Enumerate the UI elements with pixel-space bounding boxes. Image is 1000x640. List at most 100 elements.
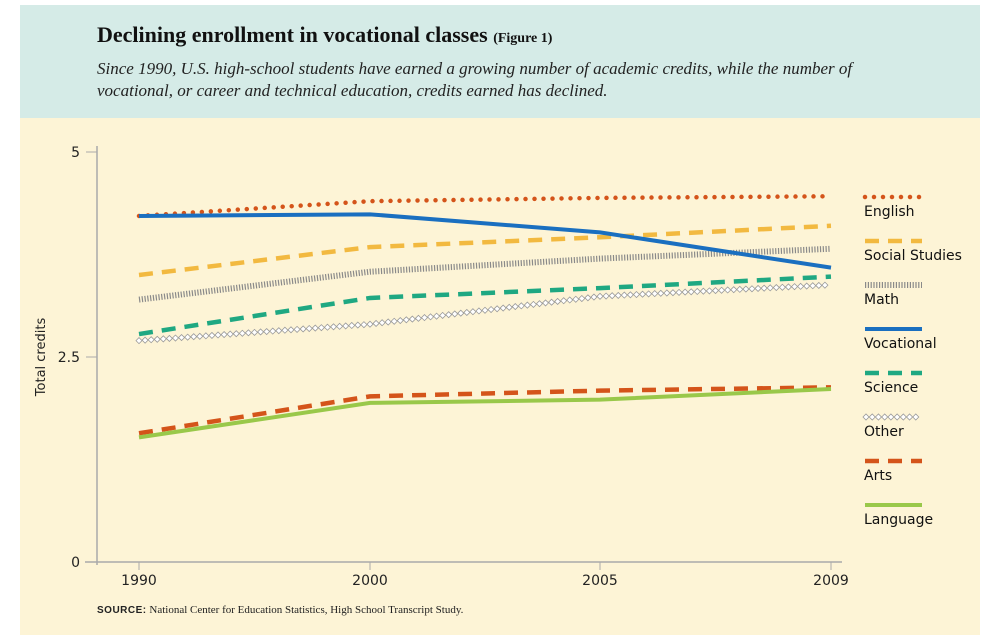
series-other-marker [730,286,738,294]
series-other-marker [317,324,325,332]
series-other-marker [784,283,793,291]
series-other-marker [408,315,416,323]
series-other-marker [493,305,501,313]
series-other-marker [451,310,459,318]
series-other-legend-marker [905,413,914,421]
title-text: Declining enrollment in vocational class… [97,22,488,47]
series-other-marker [809,282,817,290]
source-text: National Center for Education Statistics… [149,604,464,616]
series-other-marker [293,325,301,333]
series-other-marker [517,302,525,310]
series-math-legend-label: Math [864,292,899,308]
series-other-marker [620,291,628,299]
header-band [20,5,980,118]
series-other-marker [821,281,829,289]
series-other-marker [590,293,598,301]
series-other-legend-label: Other [864,424,904,440]
series-other-marker [535,300,544,308]
series-other-marker [687,288,695,296]
series-arts-legend-label: Arts [864,468,892,484]
series-other-legend-marker [912,413,920,421]
series-other-marker [390,317,398,325]
series-other-marker [147,336,155,344]
series-other-marker [663,289,671,297]
series-other-marker [584,294,592,302]
y-tick-label: 2.5 [58,350,80,366]
series-other-marker [396,316,404,325]
series-other-marker [141,336,149,344]
series-other-legend-marker [899,413,907,421]
series-other-marker [208,331,216,339]
series-other-marker [463,308,471,317]
series-other-marker [487,305,495,314]
series-other-marker [529,300,537,308]
series-other-marker [790,283,799,291]
series-other-marker [736,285,744,293]
series-other-marker [257,328,265,336]
source-label: SOURCE: [97,605,147,616]
chart-subtitle: Since 1990, U.S. high-school students ha… [97,59,853,100]
series-other-marker [336,322,344,330]
series-other-marker [445,311,453,319]
series-other-marker [614,291,622,299]
series-other-marker [657,289,665,297]
series-other-marker [214,331,222,339]
series-other-marker [718,286,726,294]
series-other-marker [305,324,313,333]
series-other-marker [711,287,720,295]
series-other-marker [578,294,586,303]
source-note: SOURCE: National Center for Education St… [97,604,463,616]
series-other-marker [693,287,701,296]
series-other-marker [596,292,604,300]
series-other-marker [548,298,556,306]
series-other-marker [354,321,362,329]
series-other-marker [196,332,204,340]
series-other-marker [632,290,641,299]
series-social-studies-legend-label: Social Studies [864,248,962,264]
series-other-marker [360,321,368,329]
series-other-marker [560,297,568,305]
series-other-marker [238,329,246,337]
series-other-marker [754,284,762,293]
series-science-legend-label: Science [864,380,918,396]
series-other-marker [523,301,531,309]
series-other-marker [348,321,356,330]
series-other-marker [778,283,786,291]
series-other-marker [705,287,713,295]
series-other-marker [669,289,677,297]
series-other-marker [815,281,823,290]
series-other-marker [190,333,198,341]
series-other-marker [281,326,289,334]
series-other-marker [541,299,550,307]
series-arts-line [138,385,832,436]
series-other-marker [803,282,811,290]
series-other-marker [414,314,422,322]
series-other-marker [742,285,750,293]
series-other-marker [177,334,186,342]
series-other-marker [457,309,465,317]
series-other-marker [511,303,519,311]
x-tick-label: 1990 [121,573,157,589]
series-other-marker [602,292,610,300]
series-other-marker [760,284,768,292]
series-other-marker [402,316,410,324]
series-other-marker [287,326,295,334]
series-other-marker [250,328,259,336]
series-other-marker [505,303,513,311]
series-other-marker [159,335,167,343]
series-other-marker [469,308,477,316]
series-social-studies-line [138,223,832,278]
series-other-marker [554,297,562,306]
series-math-line [138,245,832,303]
series-other-legend-marker [881,413,889,421]
series-other-marker [135,337,143,345]
series-english-line [136,194,834,219]
series-language-line [138,386,832,440]
series-other-marker [269,327,277,335]
series-other-marker [681,288,689,296]
series-other-marker [311,324,319,332]
series-other-marker [171,334,180,342]
series-other-marker [797,282,805,290]
series-other-marker [651,290,659,298]
x-tick-label: 2000 [352,573,388,589]
